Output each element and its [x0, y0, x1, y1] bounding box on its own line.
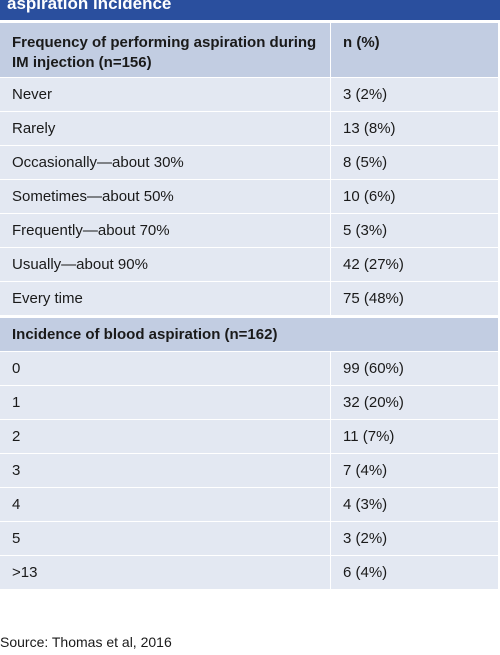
table-title: aspiration incidence	[0, 0, 500, 20]
table-row: Every time 75 (48%)	[0, 282, 498, 316]
row-label: Sometimes—about 50%	[0, 180, 331, 213]
table-title-text: aspiration incidence	[7, 0, 172, 13]
row-value: 3 (2%)	[343, 530, 388, 547]
row-value: 99 (60%)	[343, 360, 404, 377]
source-caption: Source: Thomas et al, 2016	[0, 634, 172, 650]
table-row: 2 11 (7%)	[0, 420, 498, 454]
row-value: 10 (6%)	[343, 188, 396, 205]
row-label: 2	[0, 420, 331, 453]
section-label: Incidence of blood aspiration (n=162)	[12, 326, 278, 343]
row-label: 4	[0, 488, 331, 521]
row-value: 3 (2%)	[343, 86, 388, 103]
table-row: >13 6 (4%)	[0, 556, 498, 590]
table-row: Occasionally—about 30% 8 (5%)	[0, 146, 498, 180]
header-n-percent: n (%)	[343, 34, 380, 51]
table-row: 0 99 (60%)	[0, 352, 498, 386]
row-label: 1	[0, 386, 331, 419]
row-value: 5 (3%)	[343, 222, 388, 239]
header-frequency: Frequency of performing aspiration durin…	[0, 23, 331, 77]
row-label: 5	[0, 522, 331, 555]
row-value: 4 (3%)	[343, 496, 388, 513]
row-value: 32 (20%)	[343, 394, 404, 411]
row-label: 3	[0, 454, 331, 487]
table-row: Usually—about 90% 42 (27%)	[0, 248, 498, 282]
row-label: Never	[0, 78, 331, 111]
row-value: 13 (8%)	[343, 120, 396, 137]
table-row: Frequently—about 70% 5 (3%)	[0, 214, 498, 248]
table-row: Rarely 13 (8%)	[0, 112, 498, 146]
row-label: Every time	[0, 282, 331, 315]
table-header-row: Frequency of performing aspiration durin…	[0, 20, 498, 78]
row-value: 11 (7%)	[343, 428, 395, 445]
row-value: 42 (27%)	[343, 256, 404, 273]
table-row: 1 32 (20%)	[0, 386, 498, 420]
row-value: 6 (4%)	[343, 564, 388, 581]
data-table: Frequency of performing aspiration durin…	[0, 20, 498, 590]
row-label: 0	[0, 352, 331, 385]
table-row: Sometimes—about 50% 10 (6%)	[0, 180, 498, 214]
row-label: >13	[0, 556, 331, 589]
row-label: Rarely	[0, 112, 331, 145]
row-label: Occasionally—about 30%	[0, 146, 331, 179]
row-label: Usually—about 90%	[0, 248, 331, 281]
row-label: Frequently—about 70%	[0, 214, 331, 247]
row-value: 7 (4%)	[343, 462, 388, 479]
section-header-row: Incidence of blood aspiration (n=162)	[0, 316, 498, 352]
row-value: 8 (5%)	[343, 154, 388, 171]
table-row: Never 3 (2%)	[0, 78, 498, 112]
table-row: 4 4 (3%)	[0, 488, 498, 522]
table-row: 3 7 (4%)	[0, 454, 498, 488]
row-value: 75 (48%)	[343, 290, 404, 307]
table-row: 5 3 (2%)	[0, 522, 498, 556]
